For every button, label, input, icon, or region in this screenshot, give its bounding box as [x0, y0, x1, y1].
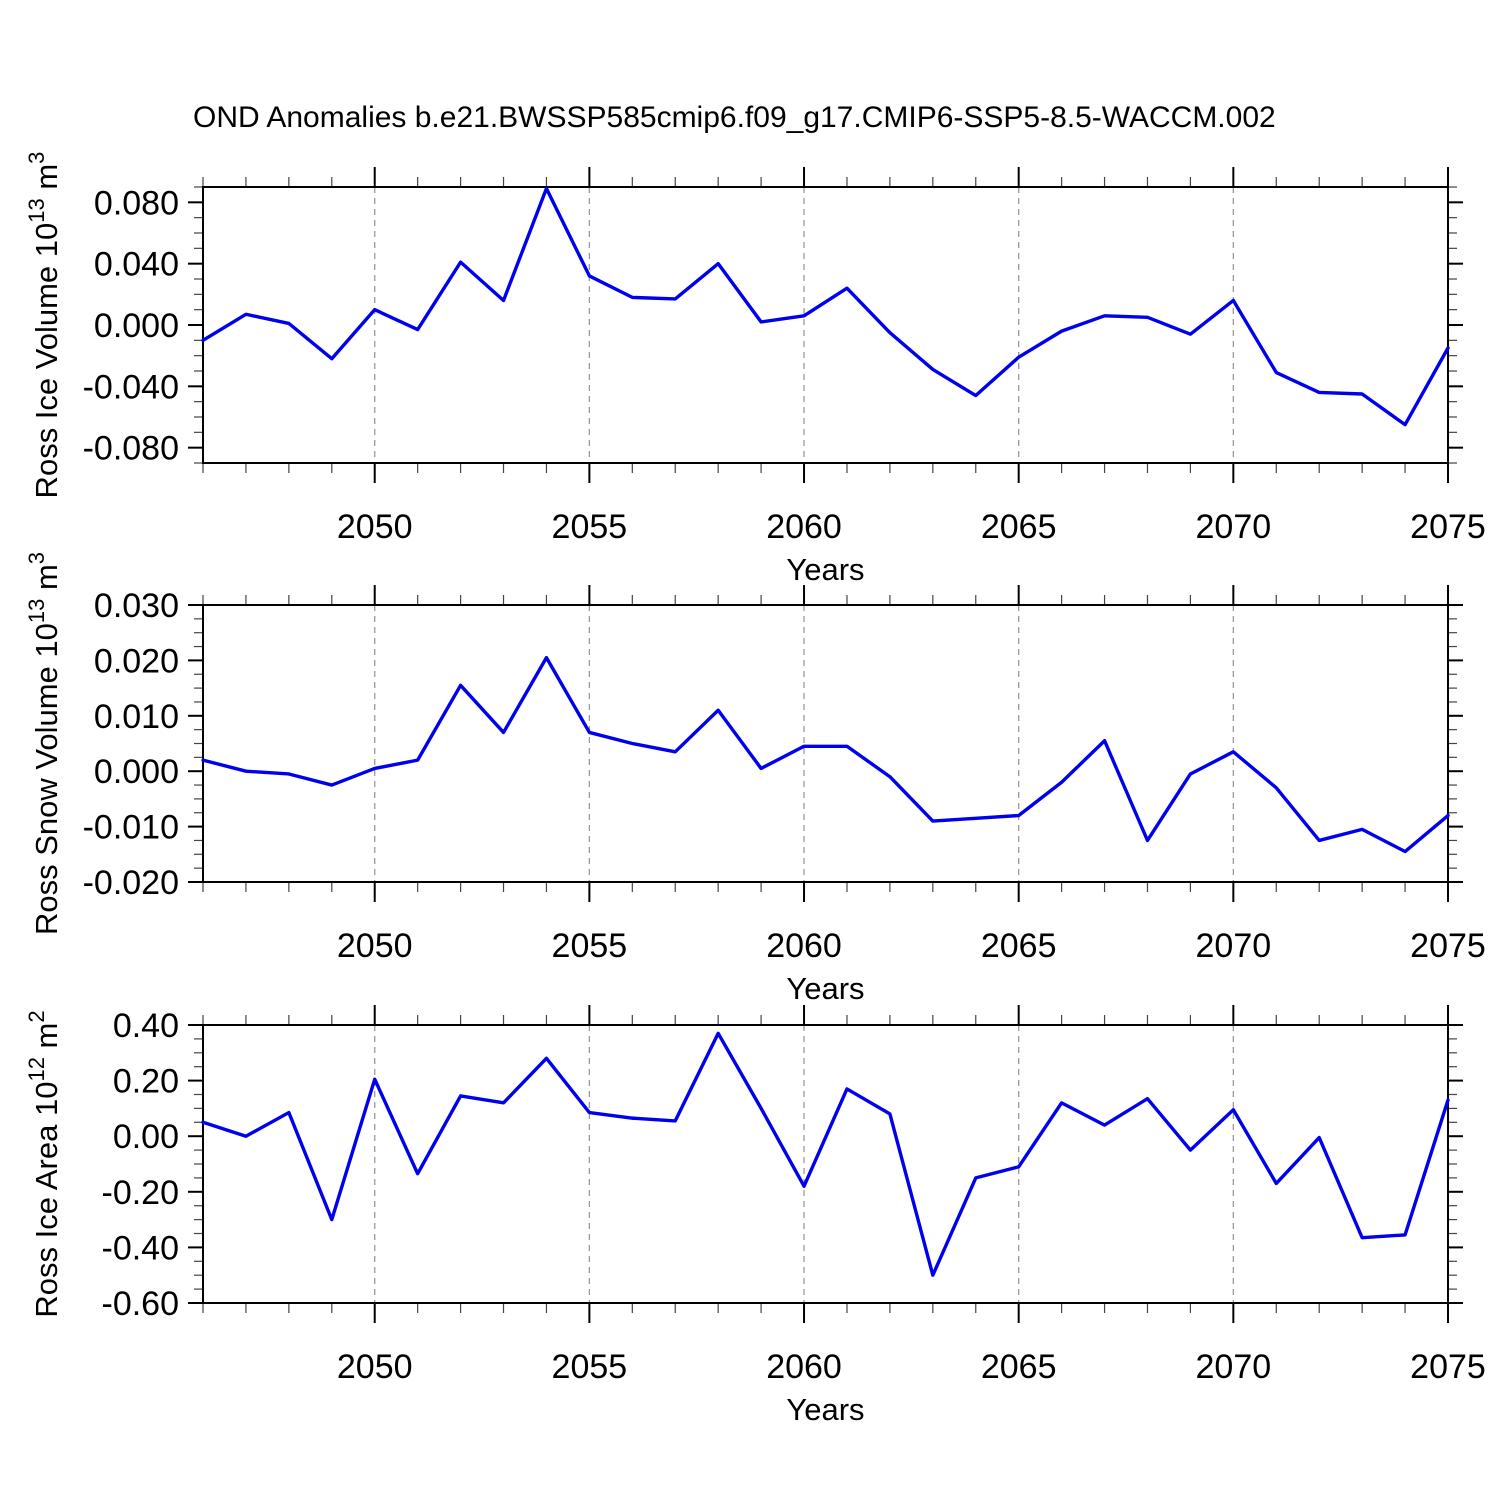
y-tick-label: -0.60: [102, 1285, 180, 1323]
y-tick-label: 0.010: [94, 698, 179, 736]
axis-box-ross-snow-volume: [202, 604, 1449, 883]
x-tick-label: 2055: [552, 508, 628, 546]
y-axis-title: Ross Ice Area 1012 m2: [24, 1010, 64, 1317]
y-tick-label: -0.40: [102, 1229, 180, 1267]
data-line-ross-ice-volume: [201, 186, 1450, 427]
y-tick-label: 0.00: [113, 1118, 179, 1156]
y-tick-label: 0.020: [94, 642, 179, 680]
y-tick-label: 0.000: [94, 307, 179, 345]
x-tick-label: 2060: [766, 508, 842, 546]
x-axis-title: Years: [786, 971, 864, 1006]
x-tick-label: 2065: [981, 927, 1057, 965]
axis-box-ross-ice-volume: [202, 186, 1449, 464]
y-axis-title: Ross Ice Volume 1013 m3: [24, 152, 64, 499]
axis-box-ross-ice-area: [202, 1024, 1449, 1304]
x-axis-title: Years: [786, 1392, 864, 1427]
y-tick-label: 0.030: [94, 587, 179, 625]
chart-title: OND Anomalies b.e21.BWSSP585cmip6.f09_g1…: [193, 101, 1276, 134]
y-tick-label: -0.020: [83, 864, 179, 902]
x-tick-label: 2050: [337, 1348, 413, 1386]
x-tick-label: 2075: [1410, 1348, 1486, 1386]
data-line-ross-snow-volume: [201, 655, 1450, 854]
y-axis-title: Ross Snow Volume 1013 m3: [24, 552, 64, 935]
y-tick-label: -0.010: [83, 809, 179, 847]
x-tick-label: 2050: [337, 927, 413, 965]
x-tick-label: 2060: [766, 1348, 842, 1386]
y-tick-label: 0.040: [94, 246, 179, 284]
y-tick-label: 0.000: [94, 753, 179, 791]
x-tick-label: 2075: [1410, 508, 1486, 546]
x-tick-label: 2060: [766, 927, 842, 965]
y-tick-label: 0.40: [113, 1007, 179, 1045]
data-line-ross-ice-area: [201, 1031, 1450, 1277]
y-tick-label: -0.20: [102, 1174, 180, 1212]
x-tick-label: 2065: [981, 508, 1057, 546]
y-tick-label: -0.080: [83, 430, 179, 468]
x-tick-label: 2065: [981, 1348, 1057, 1386]
y-tick-label: -0.040: [83, 368, 179, 406]
y-tick-label: 0.080: [94, 184, 179, 222]
x-tick-label: 2070: [1196, 508, 1272, 546]
y-tick-label: 0.20: [113, 1063, 179, 1101]
x-tick-label: 2050: [337, 508, 413, 546]
x-tick-label: 2055: [552, 1348, 628, 1386]
x-axis-title: Years: [786, 552, 864, 587]
x-tick-label: 2070: [1196, 1348, 1272, 1386]
x-tick-label: 2055: [552, 927, 628, 965]
x-tick-label: 2070: [1196, 927, 1272, 965]
x-tick-label: 2075: [1410, 927, 1486, 965]
